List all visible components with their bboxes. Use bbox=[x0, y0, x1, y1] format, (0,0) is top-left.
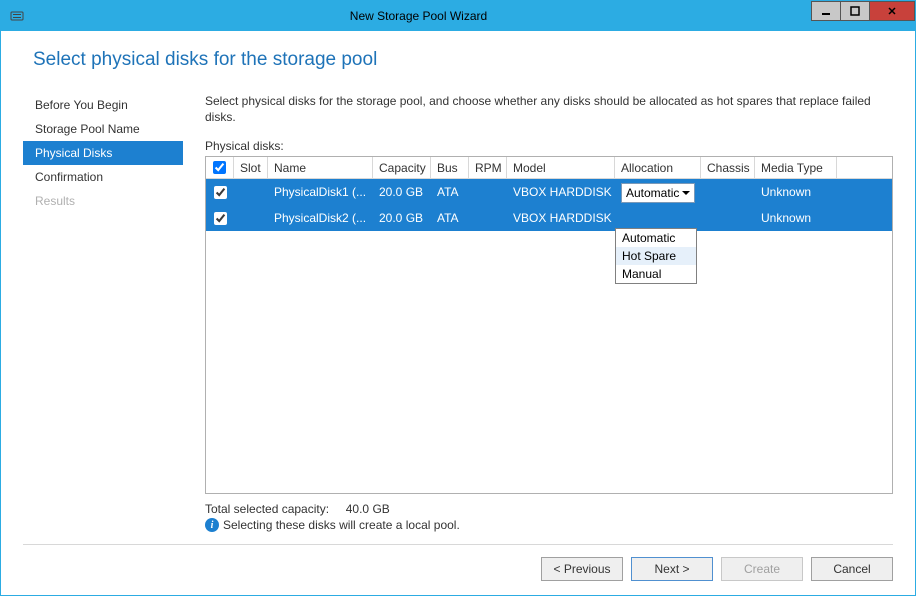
cell-slot bbox=[234, 179, 268, 205]
step-before-you-begin[interactable]: Before You Begin bbox=[23, 93, 183, 117]
cell-check[interactable] bbox=[206, 179, 234, 205]
window-title: New Storage Pool Wizard bbox=[25, 9, 812, 23]
cell-name: PhysicalDisk2 (... bbox=[268, 205, 373, 231]
cell-model: VBOX HARDDISK bbox=[507, 205, 615, 231]
cell-rpm bbox=[469, 205, 507, 231]
chevron-down-icon bbox=[682, 191, 690, 195]
cell-extra bbox=[837, 179, 892, 205]
step-results: Results bbox=[23, 189, 183, 213]
col-header-media[interactable]: Media Type bbox=[755, 157, 837, 178]
cell-bus: ATA bbox=[431, 205, 469, 231]
cell-chassis bbox=[701, 179, 755, 205]
step-confirmation[interactable]: Confirmation bbox=[23, 165, 183, 189]
instruction-text: Select physical disks for the storage po… bbox=[205, 93, 893, 125]
content: Select physical disks for the storage po… bbox=[1, 31, 915, 595]
cell-capacity: 20.0 GB bbox=[373, 179, 431, 205]
total-capacity-value: 40.0 GB bbox=[346, 502, 390, 516]
allocation-value: Automatic bbox=[626, 186, 679, 200]
app-icon bbox=[9, 8, 25, 24]
page-title: Select physical disks for the storage po… bbox=[33, 49, 893, 71]
allocation-combobox[interactable]: Automatic bbox=[621, 183, 695, 203]
minimize-button[interactable] bbox=[811, 1, 841, 21]
grid-body: PhysicalDisk1 (...20.0 GBATA VBOX HARDDIS… bbox=[206, 179, 892, 493]
main-panel: Select physical disks for the storage po… bbox=[205, 93, 893, 532]
col-header-slot[interactable]: Slot bbox=[234, 157, 268, 178]
wizard-steps-sidebar: Before You Begin Storage Pool Name Physi… bbox=[23, 93, 183, 532]
col-header-capacity[interactable]: Capacity bbox=[373, 157, 431, 178]
row-checkbox[interactable] bbox=[214, 212, 227, 225]
cell-media: Unknown bbox=[755, 205, 837, 231]
col-header-bus[interactable]: Bus bbox=[431, 157, 469, 178]
cancel-button[interactable]: Cancel bbox=[811, 557, 893, 581]
create-button: Create bbox=[721, 557, 803, 581]
grid-label: Physical disks: bbox=[205, 139, 893, 153]
cell-chassis bbox=[701, 205, 755, 231]
physical-disks-grid: Slot Name Capacity Bus RPM Model Allocat… bbox=[205, 156, 893, 494]
titlebar: New Storage Pool Wizard bbox=[1, 1, 915, 31]
button-bar: < Previous Next > Create Cancel bbox=[23, 544, 893, 581]
cell-extra bbox=[837, 205, 892, 231]
grid-header: Slot Name Capacity Bus RPM Model Allocat… bbox=[206, 157, 892, 179]
col-header-select-all[interactable] bbox=[206, 157, 234, 178]
dropdown-option[interactable]: Manual bbox=[616, 265, 696, 283]
cell-rpm bbox=[469, 179, 507, 205]
cell-check[interactable] bbox=[206, 205, 234, 231]
wizard-window: New Storage Pool Wizard Select physical … bbox=[0, 0, 916, 596]
col-header-model[interactable]: Model bbox=[507, 157, 615, 178]
maximize-button[interactable] bbox=[840, 1, 870, 21]
table-row[interactable]: PhysicalDisk2 (...20.0 GBATA VBOX HARDDIS… bbox=[206, 205, 892, 231]
total-capacity-label: Total selected capacity: bbox=[205, 502, 329, 516]
cell-name: PhysicalDisk1 (... bbox=[268, 179, 373, 205]
main-row: Before You Begin Storage Pool Name Physi… bbox=[23, 93, 893, 532]
previous-button[interactable]: < Previous bbox=[541, 557, 623, 581]
next-button[interactable]: Next > bbox=[631, 557, 713, 581]
cell-slot bbox=[234, 205, 268, 231]
col-header-extra bbox=[837, 157, 892, 178]
col-header-chassis[interactable]: Chassis bbox=[701, 157, 755, 178]
cell-media: Unknown bbox=[755, 179, 837, 205]
window-controls bbox=[812, 1, 915, 21]
info-text: Selecting these disks will create a loca… bbox=[223, 518, 460, 532]
cell-bus: ATA bbox=[431, 179, 469, 205]
cell-allocation[interactable]: Automatic bbox=[615, 179, 701, 205]
close-button[interactable] bbox=[869, 1, 915, 21]
col-header-allocation[interactable]: Allocation bbox=[615, 157, 701, 178]
dropdown-option[interactable]: Hot Spare bbox=[616, 247, 696, 265]
info-icon: i bbox=[205, 518, 219, 532]
dropdown-option[interactable]: Automatic bbox=[616, 229, 696, 247]
table-row[interactable]: PhysicalDisk1 (...20.0 GBATA VBOX HARDDIS… bbox=[206, 179, 892, 205]
info-line: i Selecting these disks will create a lo… bbox=[205, 518, 893, 532]
col-header-rpm[interactable]: RPM bbox=[469, 157, 507, 178]
cell-model: VBOX HARDDISK bbox=[507, 179, 615, 205]
step-storage-pool-name[interactable]: Storage Pool Name bbox=[23, 117, 183, 141]
row-checkbox[interactable] bbox=[214, 186, 227, 199]
cell-capacity: 20.0 GB bbox=[373, 205, 431, 231]
grid-footer: Total selected capacity: 40.0 GB i Selec… bbox=[205, 502, 893, 532]
total-capacity-line: Total selected capacity: 40.0 GB bbox=[205, 502, 893, 516]
col-header-name[interactable]: Name bbox=[268, 157, 373, 178]
step-physical-disks[interactable]: Physical Disks bbox=[23, 141, 183, 165]
select-all-checkbox[interactable] bbox=[213, 161, 226, 174]
allocation-dropdown[interactable]: AutomaticHot SpareManual bbox=[615, 228, 697, 284]
